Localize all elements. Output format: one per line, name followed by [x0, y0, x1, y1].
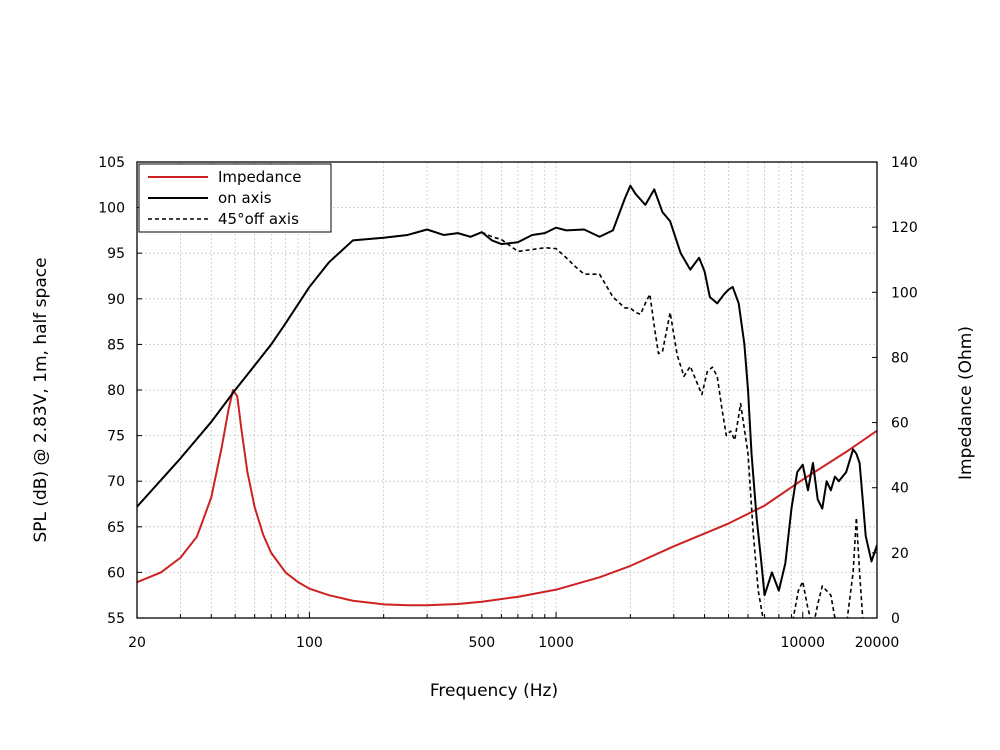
y-tick-label: 70 [107, 474, 125, 490]
y2-tick-label: 20 [891, 546, 909, 562]
x-axis-title: Frequency (Hz) [430, 681, 558, 701]
y-tick-label: 55 [107, 611, 125, 627]
series-line-impedance [137, 389, 877, 607]
y-tick-label: 75 [107, 429, 125, 445]
x-tick-label: 500 [468, 635, 495, 651]
legend-label-on-axis: on axis [218, 189, 272, 207]
legend-label-45-off-axis: 45°off axis [218, 210, 299, 228]
y-axis-title: SPL (dB) @ 2.83V, 1m, half space [31, 257, 51, 542]
y2-tick-label: 0 [891, 611, 900, 627]
y-tick-label: 65 [107, 520, 125, 536]
y-tick-label: 100 [98, 201, 125, 217]
x-tick-label: 20000 [855, 635, 900, 651]
series-group [137, 184, 877, 618]
series-line-45-off-axis [137, 228, 864, 618]
x-tick-label: 20 [128, 635, 146, 651]
y-tick-label: 90 [107, 292, 125, 308]
legend-label-impedance: Impedance [218, 168, 301, 186]
y-tick-label: 60 [107, 565, 125, 581]
y2-tick-label: 140 [891, 155, 918, 171]
legend: Impedance on axis 45°off axis [138, 163, 332, 233]
y2-tick-label: 80 [891, 350, 909, 366]
y-tick-label: 85 [107, 337, 125, 353]
x-tick-label: 1000 [538, 635, 574, 651]
y2-tick-label: 40 [891, 481, 909, 497]
y2-tick-label: 120 [891, 220, 918, 236]
x-tick-label: 10000 [780, 635, 825, 651]
y-tick-label: 95 [107, 246, 125, 262]
y2-tick-label: 60 [891, 416, 909, 432]
x-tick-label: 100 [296, 635, 323, 651]
y2-axis-title: Impedance (Ohm) [956, 326, 976, 480]
y2-tick-label: 100 [891, 285, 918, 301]
y-tick-label: 80 [107, 383, 125, 399]
tick-group: 20 100 500 1000 10000 20000556065707580859095… [98, 155, 917, 651]
y-tick-label: 105 [98, 155, 125, 171]
